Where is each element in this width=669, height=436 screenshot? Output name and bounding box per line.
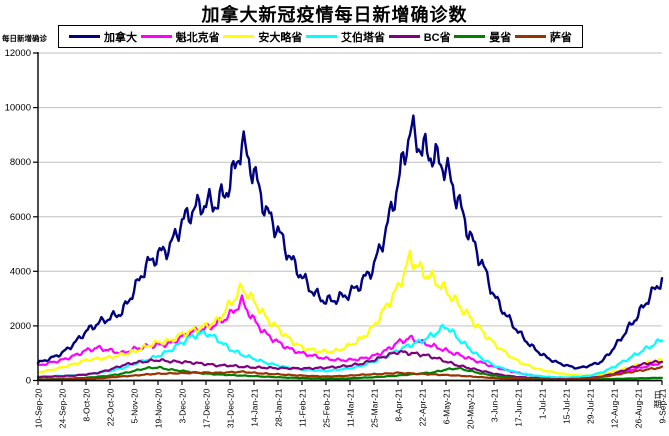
x-tick-label: 6-May-21 [442, 388, 452, 424]
legend-item: 加拿大 [69, 29, 137, 45]
legend-item: 安大略省 [223, 29, 302, 45]
legend-label: 加拿大 [104, 31, 137, 44]
legend-swatch-line-icon [140, 34, 172, 39]
series-line-3 [36, 323, 664, 379]
x-tick-label: 5-Nov-20 [130, 388, 140, 423]
legend-label: 艾伯塔省 [341, 31, 386, 44]
legend-label: 安大略省 [258, 31, 303, 44]
x-tick-label: 22-Apr-21 [418, 388, 428, 426]
x-tick-label: 26-Aug-21 [634, 388, 644, 428]
legend-label: BC省 [423, 31, 451, 44]
legend-swatch-line-icon [306, 34, 338, 39]
x-axis-title: 日期 [653, 391, 662, 409]
y-tick-label: 2000 [10, 321, 31, 332]
x-tick-label: 25-Feb-21 [322, 388, 332, 427]
x-tick-label: 20-May-21 [466, 388, 476, 429]
legend-swatch-line-icon [454, 34, 486, 39]
x-tick-label: 10-Sep-20 [34, 388, 44, 428]
y-tick-label: 6000 [10, 212, 31, 223]
x-tick-label: 9-Sep-21 [658, 388, 668, 423]
series-line-0 [36, 114, 664, 370]
y-tick-label: 8000 [10, 157, 31, 168]
series-line-2 [36, 249, 664, 377]
x-tick-label: 17-Dec-20 [202, 388, 212, 428]
legend-item: 萨省 [514, 29, 572, 45]
chart-title: 加拿大新冠疫情每日新增确诊数 [201, 5, 468, 25]
legend-item: 曼省 [454, 29, 511, 45]
x-tick-label: 29-Jul-21 [586, 388, 596, 424]
legend-swatch-line-icon [514, 34, 546, 39]
x-tick-label: 22-Oct-20 [106, 388, 116, 426]
x-tick-label: 25-Mar-21 [370, 388, 380, 427]
x-tick-label: 11-Mar-21 [346, 388, 356, 427]
x-tick-label: 3-Jun-21 [490, 388, 500, 422]
x-tick-label: 14-Jan-21 [250, 388, 260, 427]
legend: 加拿大 魁北克省 安大略省 艾伯塔省 BC省 曼省 萨省 [58, 25, 583, 48]
x-tick-label: 24-Sep-20 [58, 388, 68, 428]
x-tick-label: 15-Jul-21 [562, 388, 572, 424]
x-tick-label: 28-Jan-21 [274, 388, 284, 427]
legend-item: 艾伯塔省 [306, 29, 385, 45]
x-tick-label: 1-Jul-21 [538, 388, 548, 419]
legend-label: 魁北克省 [175, 31, 220, 44]
legend-swatch-line-icon [388, 34, 420, 39]
legend-item: 魁北克省 [140, 29, 220, 45]
legend-label: 曼省 [489, 31, 512, 44]
x-tick-label: 17-Jun-21 [514, 388, 524, 427]
x-tick-label: 8-Apr-21 [394, 388, 404, 421]
x-tick-label: 12-Aug-21 [610, 388, 620, 428]
x-tick-label: 3-Dec-20 [178, 388, 188, 423]
y-tick-label: 10000 [5, 103, 31, 114]
x-tick-label: 19-Nov-20 [154, 388, 164, 428]
y-tick-label: 0 [26, 376, 31, 387]
legend-swatch-line-icon [69, 34, 100, 39]
x-tick-label: 8-Oct-20 [82, 388, 92, 421]
y-tick-label: 12000 [5, 48, 31, 59]
legend-item: BC省 [388, 29, 451, 45]
x-tick-label: 31-Dec-20 [226, 388, 236, 428]
legend-label: 萨省 [549, 31, 572, 44]
y-tick-label: 4000 [10, 266, 31, 277]
legend-swatch-line-icon [223, 34, 255, 39]
x-tick-label: 11-Feb-21 [298, 388, 308, 427]
y-axis-unit-label: 每日新增确诊 [2, 34, 47, 43]
